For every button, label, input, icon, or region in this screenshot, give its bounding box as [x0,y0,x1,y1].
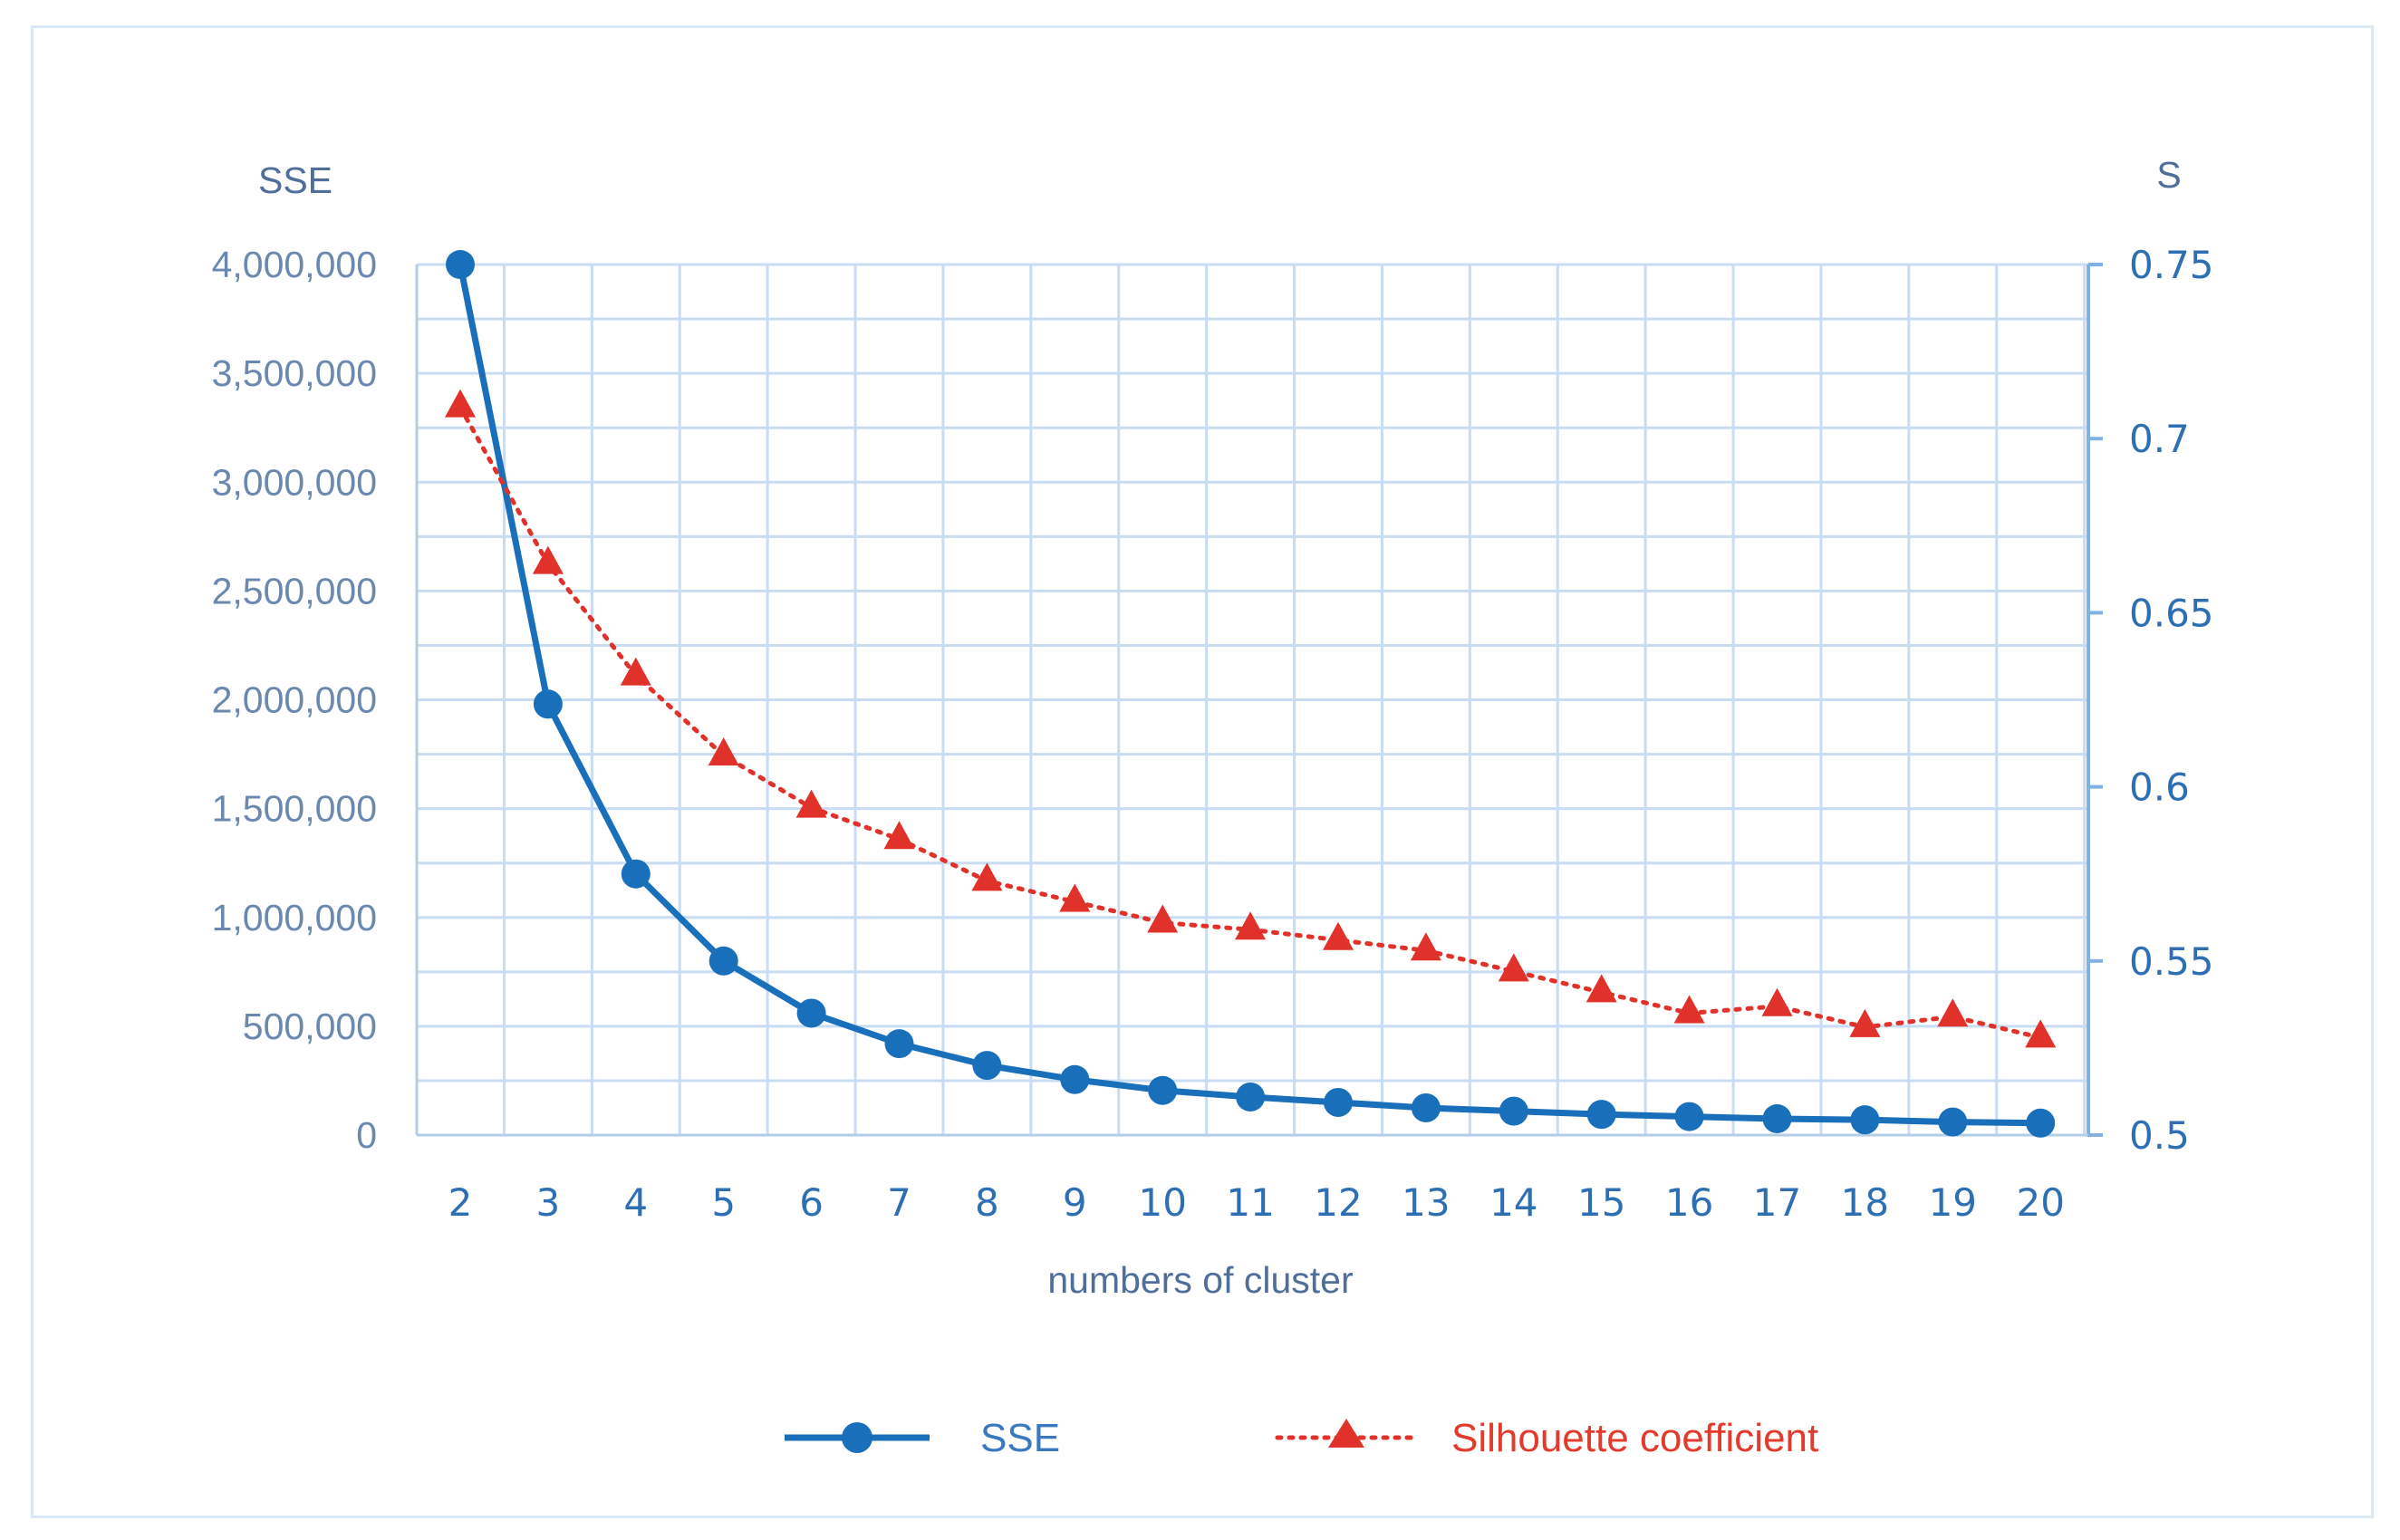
x-tick-label: 8 [975,1180,999,1225]
y-right-tick-label: 0.5 [2129,1113,2190,1158]
y-left-tick-label: 500,000 [243,1006,377,1047]
silhouette-line [458,405,2043,1040]
sse-point [708,946,738,976]
sse-point [1499,1096,1528,1126]
x-tick-label: 11 [1226,1180,1274,1225]
x-tick-label: 5 [711,1180,736,1225]
sse-point [1148,1075,1178,1105]
sse-point [621,859,651,889]
y-right-tick-label: 0.55 [2129,939,2214,984]
sse-point [1586,1100,1616,1130]
sse-point [2026,1108,2056,1138]
grid [415,263,2088,1137]
silhouette-point [620,657,651,686]
silhouette-point [1586,974,1617,1003]
silhouette-point [1235,911,1267,940]
silhouette-point [1498,953,1529,982]
x-tick-label: 17 [1753,1180,1801,1225]
y-left-tick-label: 3,000,000 [212,461,377,503]
legend: SSE Silhouette coefficient [785,1416,1818,1460]
silhouette-point [532,545,564,574]
y-right-tick-label: 0.6 [2129,765,2190,810]
y-right-tick-label: 0.7 [2129,417,2190,461]
x-tick-label: 9 [1063,1180,1087,1225]
y-left-tick-label: 1,500,000 [212,788,377,830]
x-tick-label: 15 [1577,1180,1625,1225]
sse-point [796,998,826,1028]
sse-point [1411,1092,1441,1122]
x-tick-label: 12 [1314,1180,1362,1225]
silhouette-point [708,737,739,766]
x-tick-label: 20 [2016,1180,2064,1225]
legend-silhouette-label: Silhouette coefficient [1451,1416,1818,1460]
silhouette-point [1673,995,1705,1024]
sse-point [1938,1107,1968,1137]
silhouette-point [883,821,915,850]
tick-labels: 0 500,000 1,000,000 1,500,000 2,000,000 2,500… [212,243,2214,1225]
sse-point [533,689,563,719]
x-tick-label: 13 [1402,1180,1450,1225]
sse-point [1236,1082,1266,1112]
silhouette-point [1761,987,1793,1016]
sse-point [1850,1105,1880,1135]
y-left-tick-label: 1,000,000 [212,897,377,938]
y-left-tick-label: 3,500,000 [212,352,377,394]
series-layer [445,250,2057,1138]
x-tick-label: 7 [887,1180,911,1225]
y-right-tick-label: 0.65 [2129,591,2214,635]
y-left-tick-label: 2,500,000 [212,570,377,611]
legend-sse-label: SSE [980,1416,1060,1460]
silhouette-point [1410,932,1441,961]
silhouette-point [445,389,476,418]
y-axis-right-title: S [2156,154,2181,196]
silhouette-point [2025,1019,2057,1048]
silhouette-point [1323,921,1354,950]
x-tick-label: 4 [623,1180,648,1225]
sse-point [1324,1087,1353,1117]
y-left-tick-label: 2,000,000 [212,679,377,721]
sse-line [457,264,2041,1127]
legend-sse-marker-icon [842,1422,872,1453]
sse-point [1060,1064,1090,1094]
x-axis-title: numbers of cluster [1047,1259,1353,1301]
x-tick-label: 2 [448,1180,473,1225]
silhouette-point [795,789,827,818]
sse-point [1762,1103,1792,1133]
sse-point [884,1029,914,1059]
silhouette-point [1937,998,1969,1027]
x-tick-label: 10 [1138,1180,1186,1225]
x-tick-label: 19 [1929,1180,1977,1225]
chart-frame [31,25,2374,1518]
silhouette-point [971,862,1003,891]
sse-point [1674,1102,1704,1131]
axes [415,263,2103,1137]
y-right-tick-label: 0.75 [2129,243,2214,287]
x-tick-label: 6 [799,1180,824,1225]
x-tick-label: 18 [1841,1180,1889,1225]
x-tick-label: 3 [536,1180,561,1225]
silhouette-point [1849,1008,1881,1037]
y-axis-left-title: SSE [258,159,333,201]
silhouette-point [1059,883,1091,912]
sse-point [446,250,475,279]
y-left-tick-label: 0 [356,1114,377,1156]
sse-point [972,1051,1002,1081]
silhouette-point [1147,904,1179,933]
legend-silhouette-marker-icon [1328,1419,1364,1448]
x-tick-label: 16 [1665,1180,1713,1225]
x-tick-label: 14 [1489,1180,1537,1225]
y-left-tick-label: 4,000,000 [212,244,377,285]
